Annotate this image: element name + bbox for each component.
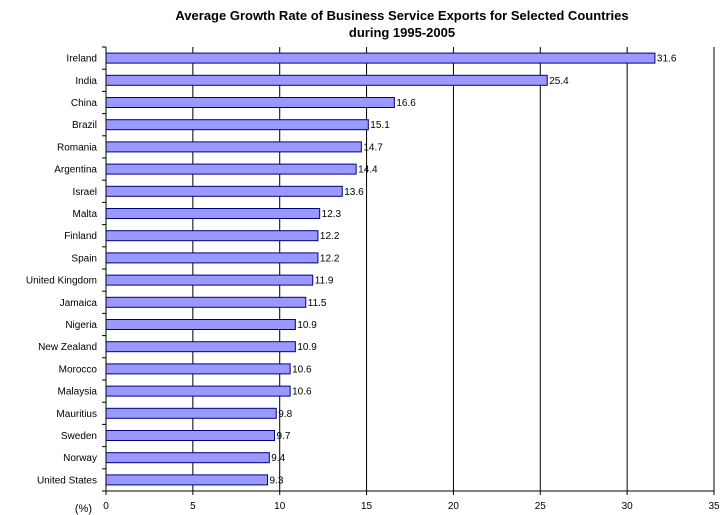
category-label-united-states: United States bbox=[37, 475, 97, 486]
data-label-united-kingdom: 11.9 bbox=[315, 276, 334, 287]
x-tick-label-20: 20 bbox=[448, 501, 460, 512]
x-tick-label-0: 0 bbox=[103, 501, 109, 512]
bar-mauritius bbox=[105, 407, 277, 419]
category-label-nigeria: Nigeria bbox=[65, 320, 97, 331]
data-label-norway: 9.4 bbox=[271, 453, 285, 464]
bar-israel bbox=[105, 185, 343, 197]
data-label-spain: 12.2 bbox=[320, 253, 340, 264]
bar-malta bbox=[105, 208, 321, 219]
category-label-argentina: Argentina bbox=[54, 165, 97, 176]
category-label-romania: Romania bbox=[57, 142, 97, 153]
bar-united-kingdom bbox=[105, 274, 314, 286]
category-label-spain: Spain bbox=[71, 253, 97, 264]
bar-china bbox=[105, 97, 395, 108]
data-label-israel: 13.6 bbox=[344, 187, 364, 198]
data-label-finland: 12.2 bbox=[320, 231, 340, 242]
category-label-brazil: Brazil bbox=[72, 120, 97, 131]
x-axis-unit-label: (%) bbox=[75, 503, 92, 515]
bar-united-states bbox=[105, 474, 269, 486]
data-label-nigeria: 10.9 bbox=[297, 320, 317, 331]
bar-malaysia bbox=[105, 385, 291, 397]
bar-jamaica bbox=[105, 296, 307, 308]
bar-india bbox=[105, 74, 548, 86]
x-tick-label-5: 5 bbox=[190, 501, 196, 512]
x-tick-label-15: 15 bbox=[361, 501, 373, 512]
data-label-ireland: 31.6 bbox=[657, 54, 677, 65]
data-label-china: 16.6 bbox=[396, 98, 416, 109]
category-label-mauritius: Mauritius bbox=[56, 409, 97, 420]
chart-title-line1: Average Growth Rate of Business Service … bbox=[175, 8, 628, 23]
data-label-sweden: 9.7 bbox=[277, 431, 291, 442]
data-label-malaysia: 10.6 bbox=[292, 387, 312, 398]
bar-finland bbox=[105, 230, 319, 242]
bars: 31.6 25.4 16.6 15.1 14.7 14.4 13.612.3 12.2 12.2… bbox=[105, 52, 677, 486]
bar-sweden bbox=[105, 430, 276, 441]
x-tick-label-35: 35 bbox=[708, 501, 720, 512]
category-label-finland: Finland bbox=[64, 231, 97, 242]
x-tick-label-10: 10 bbox=[274, 501, 286, 512]
x-tick-label-30: 30 bbox=[622, 501, 634, 512]
data-label-argentina: 14.4 bbox=[358, 165, 378, 176]
data-label-new-zealand: 10.9 bbox=[297, 342, 317, 353]
category-label-ireland: Ireland bbox=[66, 54, 97, 65]
bar-norway bbox=[105, 452, 270, 464]
grid-lines bbox=[192, 47, 715, 491]
bar-morocco bbox=[105, 363, 291, 375]
category-label-norway: Norway bbox=[63, 453, 97, 464]
bar-new-zealand bbox=[105, 341, 296, 353]
bar-spain bbox=[105, 252, 319, 264]
data-label-romania: 14.7 bbox=[363, 142, 383, 153]
category-label-israel: Israel bbox=[73, 187, 97, 198]
data-label-brazil: 15.1 bbox=[370, 120, 390, 131]
data-label-malta: 12.3 bbox=[322, 209, 342, 220]
data-label-india: 25.4 bbox=[549, 76, 569, 87]
category-label-china: China bbox=[71, 98, 98, 109]
category-label-jamaica: Jamaica bbox=[60, 298, 98, 309]
bar-romania bbox=[105, 141, 362, 153]
category-label-sweden: Sweden bbox=[61, 431, 97, 442]
bar-argentina bbox=[105, 163, 357, 175]
category-label-united-kingdom: United Kingdom bbox=[26, 276, 97, 287]
category-label-india: India bbox=[75, 76, 97, 87]
category-label-malaysia: Malaysia bbox=[58, 387, 98, 398]
bar-ireland bbox=[105, 52, 656, 64]
data-label-united-states: 9.3 bbox=[270, 475, 284, 486]
data-label-mauritius: 9.8 bbox=[278, 409, 292, 420]
x-tick-label-25: 25 bbox=[535, 501, 547, 512]
data-label-morocco: 10.6 bbox=[292, 364, 312, 375]
axes: 0 5 10 15 20 25 30 35 Ireland India China Brazil Rom… bbox=[26, 46, 720, 512]
bar-nigeria bbox=[105, 319, 296, 330]
bar-brazil bbox=[105, 119, 369, 131]
category-label-new-zealand: New Zealand bbox=[38, 342, 97, 353]
data-label-jamaica: 11.5 bbox=[308, 298, 327, 309]
category-label-morocco: Morocco bbox=[59, 364, 98, 375]
chart-title-line2: during 1995-2005 bbox=[349, 25, 455, 40]
category-label-malta: Malta bbox=[73, 209, 98, 220]
